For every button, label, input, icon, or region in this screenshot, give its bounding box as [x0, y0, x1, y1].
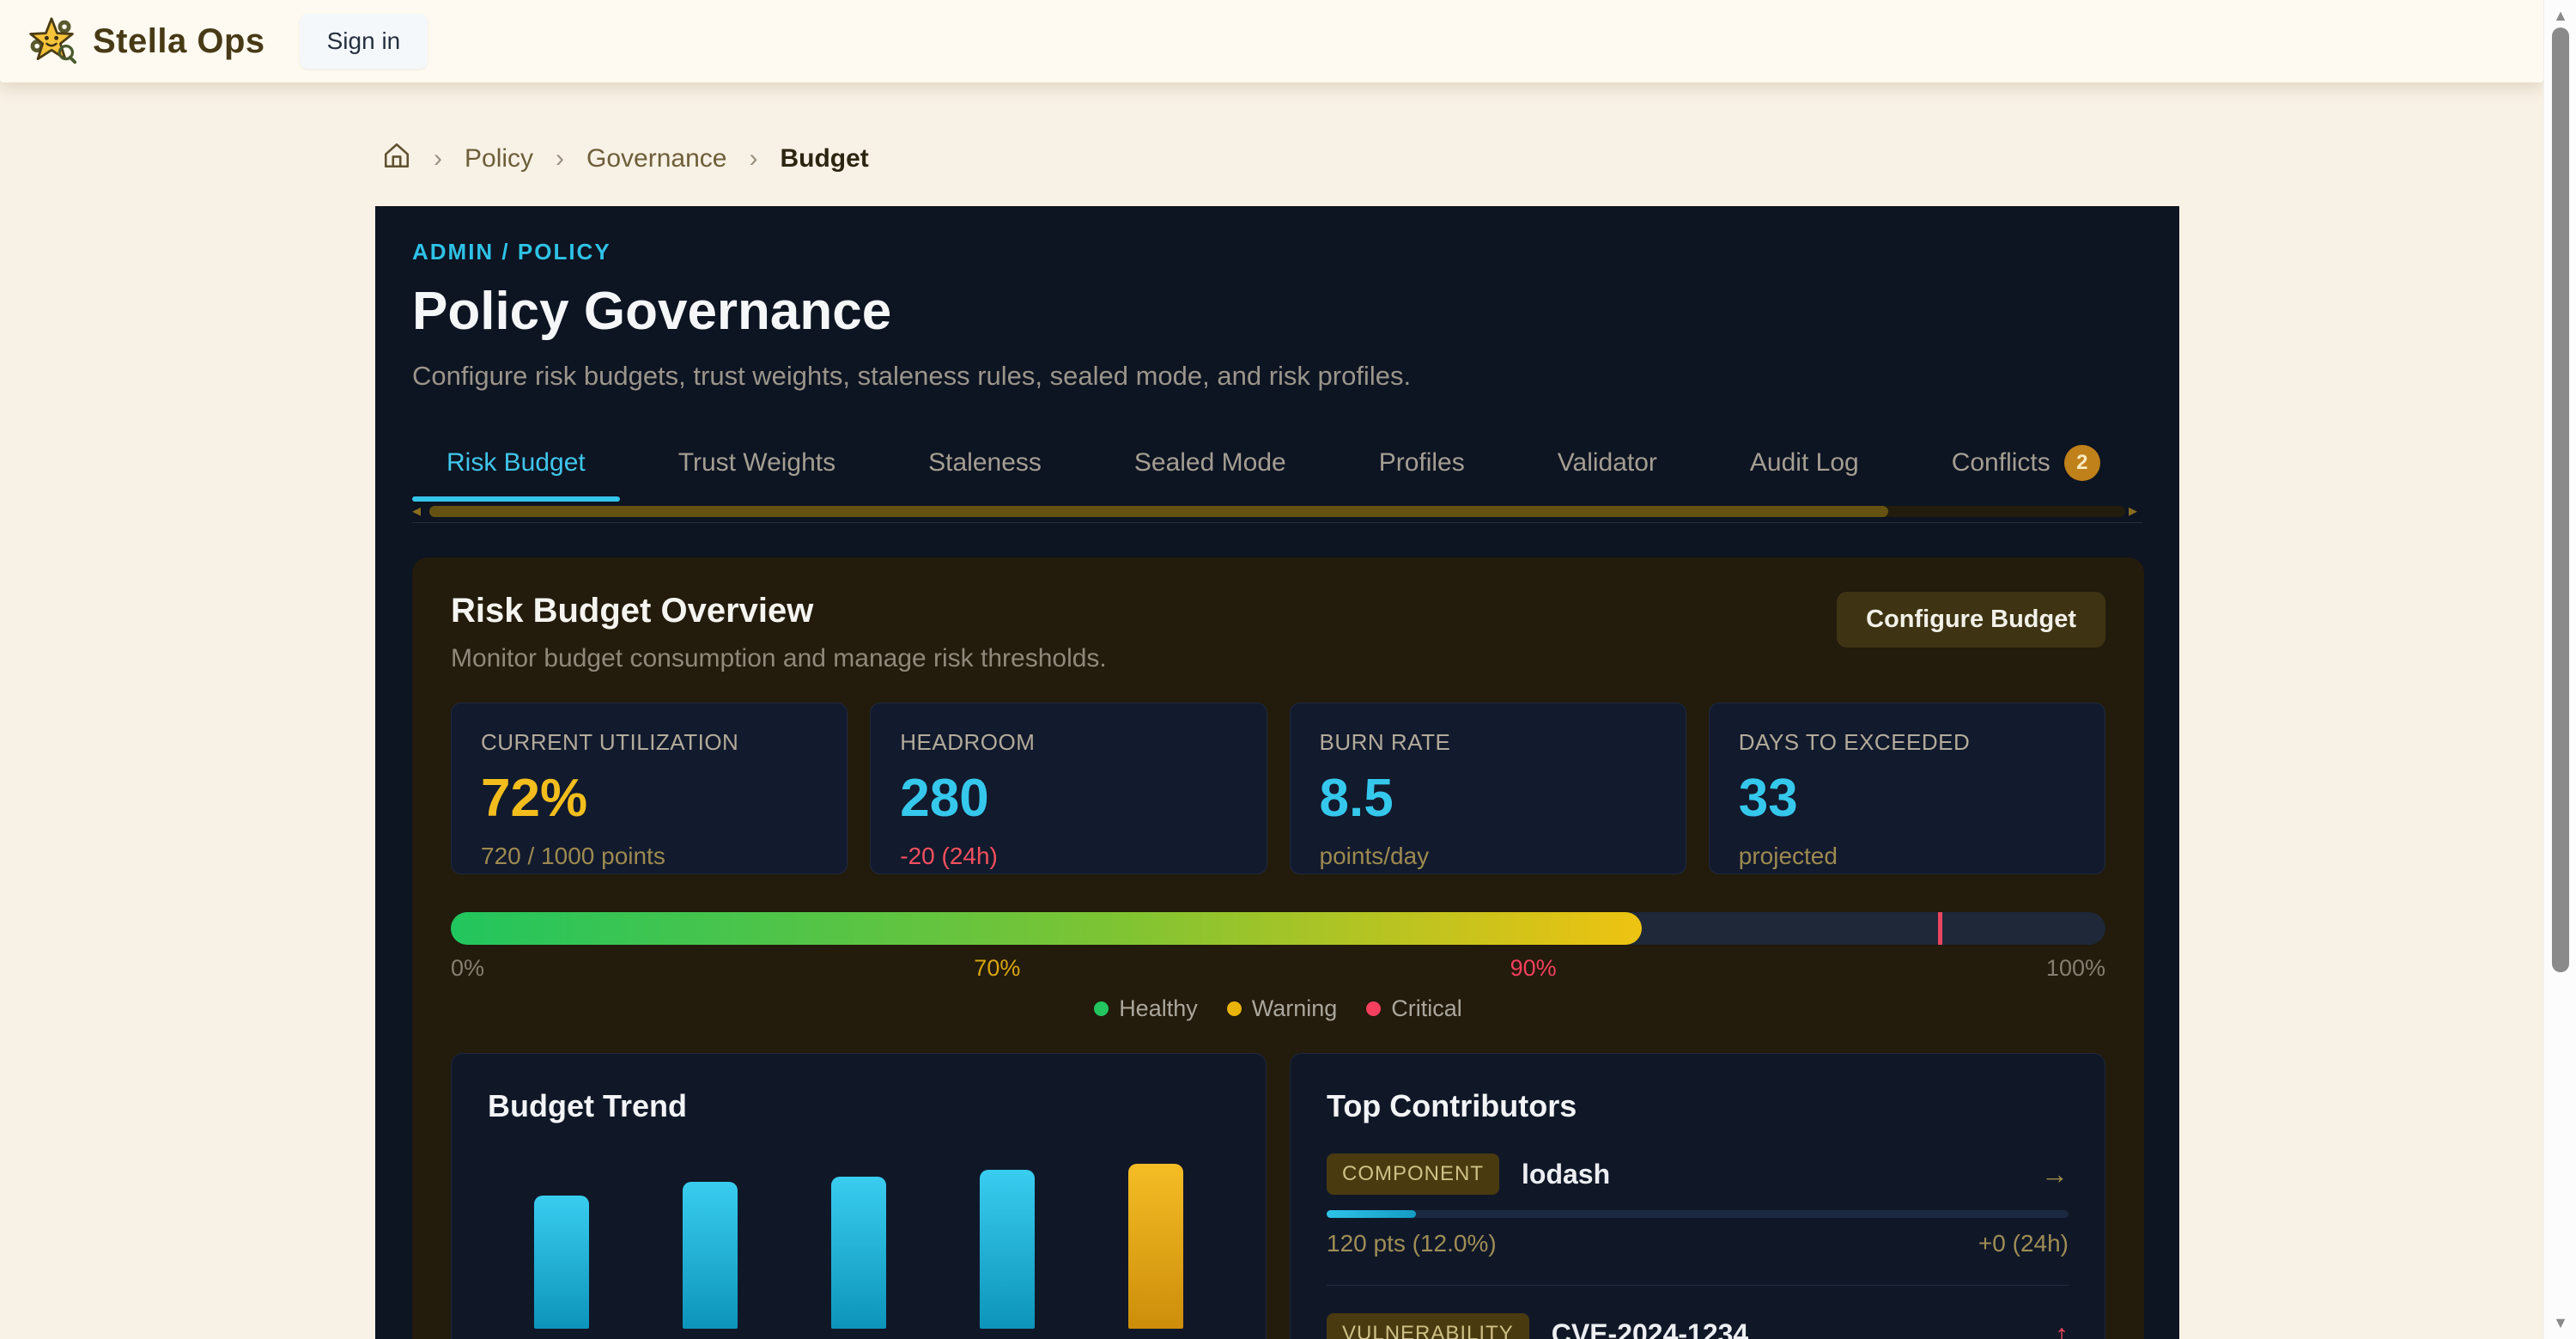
- legend-critical: Critical: [1366, 995, 1462, 1022]
- stat-value: 8.5: [1319, 769, 1394, 828]
- overview-subtitle: Monitor budget consumption and manage ri…: [451, 644, 1107, 673]
- gauge-legend: Healthy Warning Critical: [451, 995, 2105, 1022]
- stat-headroom: HEADROOM 280 -20 (24h): [870, 703, 1267, 874]
- top-contributors-title: Top Contributors: [1327, 1088, 1577, 1123]
- contributor-name: CVE-2024-1234: [1551, 1318, 1749, 1339]
- sign-in-button[interactable]: Sign in: [299, 14, 428, 69]
- page-subtitle: Configure risk budgets, trust weights, s…: [412, 361, 1412, 391]
- contributor-row-lodash[interactable]: COMPONENT lodash → 120 pts (12.0%) +0 (2…: [1327, 1148, 2069, 1263]
- scroll-right-icon[interactable]: ▸: [2129, 502, 2138, 520]
- scrollbar-thumb[interactable]: [2552, 27, 2569, 972]
- tabs-divider: [412, 522, 2142, 523]
- stat-sub: 720 / 1000 points: [481, 843, 665, 869]
- legend-warning: Warning: [1226, 995, 1337, 1022]
- legend-healthy: Healthy: [1094, 995, 1198, 1022]
- breadcrumb-item-budget: Budget: [780, 144, 869, 173]
- app-bar: Stella Ops Sign in: [0, 0, 2543, 82]
- tab-conflicts[interactable]: Conflicts 2: [1917, 429, 2135, 502]
- overview-title: Risk Budget Overview: [451, 592, 814, 630]
- budget-trend-chart: [488, 1157, 1230, 1329]
- divider: [1327, 1285, 2069, 1286]
- scroll-left-icon[interactable]: ◂: [412, 502, 422, 520]
- budget-trend-card: Budget Trend 12/1 12/8 12/15 12/22 12/29: [451, 1053, 1267, 1339]
- stat-sub: points/day: [1319, 843, 1430, 869]
- tab-trust-weights[interactable]: Trust Weights: [677, 448, 836, 477]
- stat-sub: projected: [1738, 843, 1838, 869]
- tab-scrollbar: ◂ ▸: [412, 502, 2142, 520]
- stat-value: 280: [900, 769, 989, 828]
- page-title: Policy Governance: [412, 282, 892, 341]
- contribution-bar: [1327, 1210, 2069, 1218]
- trend-up-icon: ↑: [2055, 1318, 2069, 1339]
- warning-dot-icon: [1226, 1001, 1242, 1016]
- breadcrumb-item-policy[interactable]: Policy: [465, 144, 534, 173]
- trend-bar: [979, 1170, 1035, 1329]
- configure-budget-button[interactable]: Configure Budget: [1837, 592, 2105, 648]
- tab-bar: Risk Budget Trust Weights Staleness Seal…: [412, 429, 2142, 523]
- chevron-right-icon: ›: [749, 144, 758, 173]
- scroll-down-icon[interactable]: ▼: [2553, 1314, 2568, 1331]
- type-badge: COMPONENT: [1327, 1153, 1499, 1195]
- tab-profiles[interactable]: Profiles: [1378, 448, 1465, 477]
- home-icon[interactable]: [382, 141, 411, 177]
- page-eyebrow: ADMIN / POLICY: [412, 239, 611, 265]
- stat-value: 72%: [481, 769, 588, 828]
- trend-flat-icon: →: [2041, 1158, 2069, 1190]
- trend-bar: [534, 1196, 590, 1329]
- type-badge: VULNERABILITY: [1327, 1313, 1529, 1339]
- conflicts-count-badge: 2: [2063, 445, 2100, 481]
- tab-risk-budget[interactable]: Risk Budget: [412, 429, 620, 502]
- brand-name: Stella Ops: [93, 21, 265, 60]
- tab-scrollbar-thumb[interactable]: [429, 505, 1888, 517]
- policy-governance-panel: ADMIN / POLICY Policy Governance Configu…: [375, 206, 2179, 1339]
- trend-bar: [683, 1182, 738, 1329]
- contributor-name: lodash: [1522, 1158, 1611, 1190]
- risk-budget-overview-card: Risk Budget Overview Monitor budget cons…: [412, 557, 2144, 1339]
- stat-sub: -20 (24h): [900, 843, 998, 869]
- stats-row: CURRENT UTILIZATION 72% 720 / 1000 point…: [451, 703, 2105, 874]
- trend-bar: [830, 1177, 886, 1329]
- contributor-delta: +0 (24h): [1978, 1230, 2069, 1257]
- scroll-up-icon[interactable]: ▲: [2553, 7, 2568, 24]
- critical-threshold-marker: [1938, 912, 1943, 945]
- chevron-right-icon: ›: [556, 144, 565, 173]
- utilization-gauge: [451, 912, 2105, 945]
- stat-value: 33: [1738, 769, 1798, 828]
- tab-staleness[interactable]: Staleness: [928, 448, 1042, 477]
- critical-dot-icon: [1366, 1001, 1382, 1016]
- healthy-dot-icon: [1094, 1001, 1109, 1016]
- stat-current-utilization: CURRENT UTILIZATION 72% 720 / 1000 point…: [451, 703, 848, 874]
- brand: Stella Ops: [26, 15, 265, 67]
- tab-audit-log[interactable]: Audit Log: [1749, 448, 1859, 477]
- stat-days-to-exceeded: DAYS TO EXCEEDED 33 projected: [1708, 703, 2105, 874]
- top-contributors-card: Top Contributors COMPONENT lodash → 120 …: [1290, 1053, 2105, 1339]
- contributor-row-cve-2024-1234[interactable]: VULNERABILITY CVE-2024-1234 ↑ 95 pts (9.…: [1327, 1308, 2069, 1339]
- stella-ops-logo-icon: [29, 17, 77, 64]
- breadcrumb-item-governance[interactable]: Governance: [586, 144, 727, 173]
- trend-bar-current: [1127, 1164, 1183, 1329]
- stat-burn-rate: BURN RATE 8.5 points/day: [1289, 703, 1686, 874]
- tab-sealed-mode[interactable]: Sealed Mode: [1133, 448, 1286, 477]
- budget-trend-title: Budget Trend: [488, 1088, 687, 1123]
- contributor-points: 120 pts (12.0%): [1327, 1230, 1497, 1257]
- breadcrumb: › Policy › Governance › Budget: [382, 141, 869, 177]
- tab-validator[interactable]: Validator: [1557, 448, 1657, 477]
- chevron-right-icon: ›: [434, 144, 442, 173]
- browser-scrollbar[interactable]: ▲ ▼: [2543, 0, 2576, 1339]
- gauge-labels: 0% 70% 90% 100%: [451, 955, 2105, 981]
- tab-scrollbar-track[interactable]: [429, 505, 2125, 517]
- gauge-fill: [451, 912, 1643, 945]
